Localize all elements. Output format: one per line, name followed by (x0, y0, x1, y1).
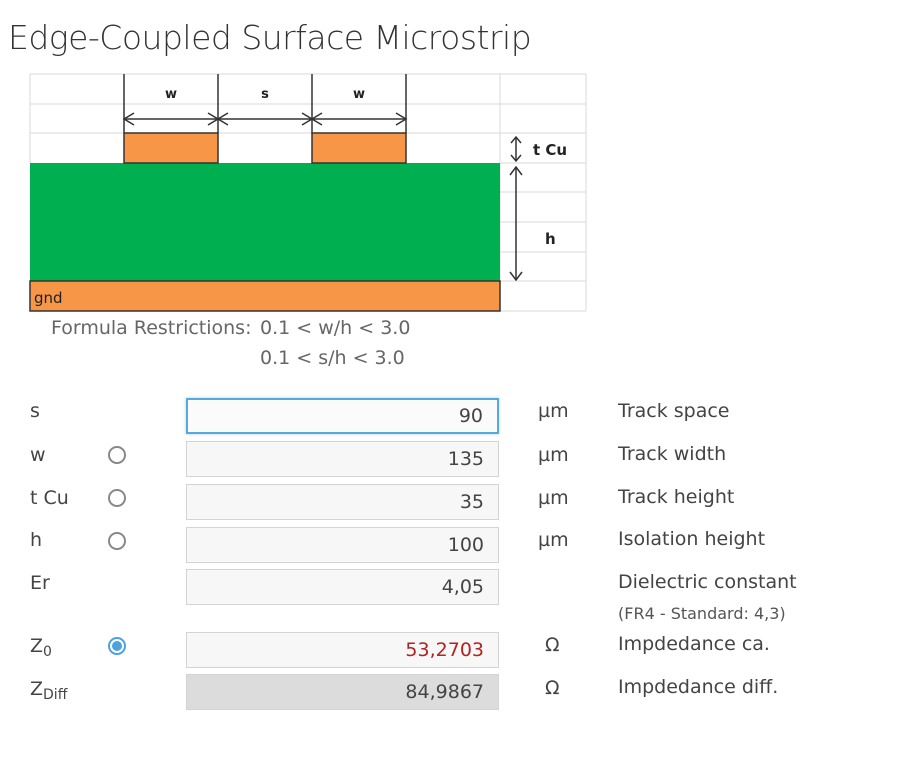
label-tcu-row: t Cu (30, 487, 69, 509)
impedance-ca-output[interactable] (186, 632, 499, 668)
label-zdiff-row: ZDiff (30, 678, 67, 703)
track-space-input[interactable] (186, 398, 499, 434)
desc-impedance-diff: Impdedance diff. (618, 676, 779, 698)
radio-z0[interactable] (108, 637, 126, 655)
desc-track-space: Track space (618, 400, 730, 422)
dielectric-note: (FR4 - Standard: 4,3) (618, 604, 786, 623)
impedance-diff-output[interactable] (186, 674, 499, 710)
unit-s: µm (538, 400, 569, 422)
page-title: Edge-Coupled Surface Microstrip (8, 18, 532, 57)
unit-h: µm (538, 529, 569, 551)
desc-dielectric-constant: Dielectric constant (618, 571, 797, 593)
label-w-row: w (30, 444, 46, 466)
radio-h[interactable] (108, 532, 126, 550)
restriction-rule-2: 0.1 < s/h < 3.0 (260, 347, 405, 369)
label-tcu: t Cu (533, 141, 567, 159)
desc-impedance-ca: Impdedance ca. (618, 633, 770, 655)
unit-z0: Ω (545, 634, 560, 656)
track-width-input[interactable] (186, 441, 499, 477)
unit-zdiff: Ω (545, 677, 560, 699)
unit-tcu: µm (538, 487, 569, 509)
label-h: h (545, 230, 556, 248)
microstrip-diagram: w s w t Cu h gnd (29, 73, 587, 312)
radio-w[interactable] (108, 446, 126, 464)
substrate (30, 163, 500, 281)
z0-subscript: 0 (43, 644, 52, 660)
label-s: s (261, 87, 269, 102)
isolation-height-input[interactable] (186, 527, 499, 563)
track-right (311, 132, 407, 164)
label-s-row: s (30, 400, 40, 422)
label-w-left: w (165, 87, 177, 102)
unit-w: µm (538, 444, 569, 466)
desc-track-height: Track height (618, 486, 735, 508)
label-gnd: gnd (34, 289, 63, 307)
track-height-input[interactable] (186, 484, 499, 520)
track-left (123, 132, 219, 164)
z0-symbol: Z (30, 635, 44, 657)
label-w-right: w (353, 87, 365, 102)
desc-track-width: Track width (618, 443, 727, 465)
dielectric-constant-input[interactable] (186, 569, 499, 605)
zdiff-subscript: Diff (43, 687, 68, 703)
label-er-row: Er (30, 572, 50, 594)
radio-tcu[interactable] (108, 489, 126, 507)
label-h-row: h (30, 529, 43, 551)
restrictions-label: Formula Restrictions: (51, 317, 252, 339)
ground-plane (29, 280, 501, 312)
dimension-lines (122, 74, 523, 282)
zdiff-symbol: Z (30, 678, 44, 700)
restriction-rule-1: 0.1 < w/h < 3.0 (260, 317, 411, 339)
desc-isolation-height: Isolation height (618, 528, 766, 550)
label-z0-row: Z0 (30, 635, 52, 660)
